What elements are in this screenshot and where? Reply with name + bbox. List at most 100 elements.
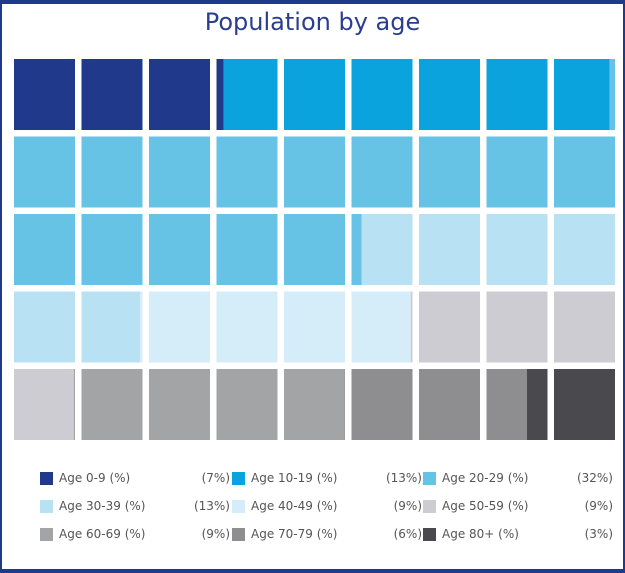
waffle-cell — [419, 214, 480, 285]
waffle-cell — [284, 59, 345, 130]
legend-label: Age 50-59 (%) — [442, 499, 529, 513]
legend-label: Age 80+ (%) — [442, 527, 519, 541]
legend-swatch — [40, 500, 53, 513]
waffle-segment — [149, 214, 210, 285]
waffle-segment — [284, 136, 345, 208]
legend-label: Age 0-9 (%) — [59, 471, 131, 485]
waffle-segment — [216, 291, 278, 363]
waffle-segment — [81, 369, 143, 440]
waffle-segment — [609, 59, 615, 130]
legend-swatch — [423, 472, 436, 485]
waffle-cell — [81, 369, 143, 440]
waffle-cell — [486, 291, 548, 363]
legend-swatch — [40, 472, 53, 485]
legend-percent: (13%) — [385, 471, 422, 485]
waffle-cell — [14, 369, 75, 440]
waffle-segment — [149, 291, 210, 363]
legend-item: Age 0-9 (%) (7%) — [40, 470, 230, 488]
waffle-segment — [344, 369, 345, 440]
waffle-segment — [486, 59, 548, 130]
waffle-cell — [554, 369, 615, 440]
waffle-cell — [81, 291, 143, 363]
waffle-segment — [284, 214, 345, 285]
waffle-segment — [14, 136, 75, 208]
waffle-segment — [284, 369, 345, 440]
waffle-cell — [419, 136, 480, 208]
legend-item: Age 40-49 (%) (9%) — [232, 498, 422, 516]
legend-label: Age 40-49 (%) — [251, 499, 338, 513]
waffle-cell — [351, 291, 413, 363]
waffle-segment — [486, 214, 548, 285]
waffle-cell — [351, 214, 413, 285]
waffle-segment — [284, 59, 345, 130]
waffle-cell — [149, 59, 210, 130]
waffle-segment — [351, 136, 413, 208]
legend-item: Age 60-69 (%) (9%) — [40, 526, 230, 544]
waffle-segment — [81, 214, 143, 285]
waffle-segment — [14, 369, 74, 440]
waffle-cell — [351, 59, 413, 130]
waffle-cell — [284, 369, 345, 440]
waffle-cell — [149, 214, 210, 285]
waffle-segment — [81, 291, 141, 363]
waffle-segment — [526, 369, 548, 440]
legend-swatch — [232, 472, 245, 485]
waffle-cell — [554, 136, 615, 208]
waffle-segment — [216, 214, 278, 285]
legend-item: Age 30-39 (%) (13%) — [40, 498, 230, 516]
waffle-segment — [351, 369, 413, 440]
legend-item: Age 50-59 (%) (9%) — [423, 498, 613, 516]
waffle-cell — [149, 291, 210, 363]
waffle-cell — [14, 291, 75, 363]
legend-percent: (32%) — [576, 471, 613, 485]
legend-swatch — [423, 500, 436, 513]
waffle-cell — [14, 136, 75, 208]
legend-item: Age 10-19 (%) (13%) — [232, 470, 422, 488]
waffle-cell — [486, 59, 548, 130]
waffle-segment — [81, 59, 143, 130]
waffle-segment — [149, 59, 210, 130]
waffle-cell — [486, 369, 548, 440]
chart-title: Population by age — [204, 8, 421, 36]
waffle-segment — [419, 136, 480, 208]
waffle-cell — [284, 214, 345, 285]
waffle-cell — [81, 136, 143, 208]
legend-swatch — [423, 528, 436, 541]
waffle-cell — [149, 369, 210, 440]
legend-label: Age 70-79 (%) — [251, 527, 338, 541]
waffle-cell — [419, 369, 480, 440]
waffle-segment — [351, 291, 411, 363]
waffle-cell — [419, 59, 480, 130]
waffle-cell — [554, 291, 615, 363]
waffle-chart — [14, 59, 615, 440]
waffle-cell — [216, 59, 278, 130]
waffle-segment — [419, 214, 480, 285]
legend-item: Age 20-29 (%) (32%) — [423, 470, 613, 488]
waffle-cell — [486, 136, 548, 208]
legend-percent: (9%) — [393, 499, 422, 513]
waffle-segment — [140, 291, 143, 363]
waffle-cell — [216, 291, 278, 363]
waffle-segment — [554, 291, 615, 363]
legend-label: Age 30-39 (%) — [59, 499, 146, 513]
waffle-cell — [81, 214, 143, 285]
waffle-segment — [14, 291, 75, 363]
waffle-segment — [14, 214, 75, 285]
waffle-segment — [284, 291, 345, 363]
legend-label: Age 10-19 (%) — [251, 471, 338, 485]
legend-item: Age 70-79 (%) (6%) — [232, 526, 422, 544]
legend-percent: (13%) — [193, 499, 230, 513]
waffle-segment — [149, 369, 210, 440]
waffle-cell — [149, 136, 210, 208]
waffle-cell — [351, 136, 413, 208]
waffle-cell — [284, 136, 345, 208]
waffle-cell — [216, 369, 278, 440]
waffle-segment — [216, 136, 278, 208]
waffle-cell — [284, 291, 345, 363]
legend-swatch — [232, 528, 245, 541]
waffle-segment — [486, 136, 548, 208]
waffle-segment — [486, 369, 527, 440]
waffle-segment — [81, 136, 143, 208]
legend-label: Age 20-29 (%) — [442, 471, 529, 485]
waffle-segment — [554, 59, 610, 130]
